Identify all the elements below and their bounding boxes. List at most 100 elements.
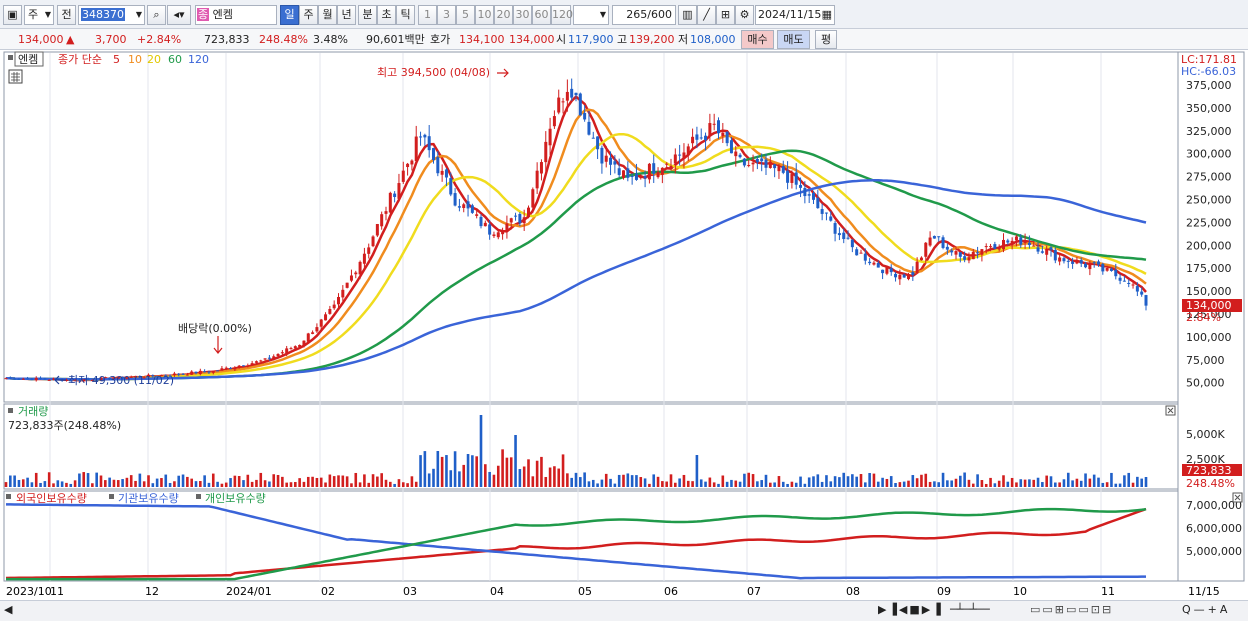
period-year[interactable]: 년 xyxy=(337,5,356,25)
stock-chart-svg[interactable]: 엔켐 종가 단순 5 10 20 60 120 최고 394,500 (04/0… xyxy=(0,50,1248,600)
chart-scrollbar[interactable]: ◀ ▶▐◀■▶▐ ─┴─┴── ▭▭⊞▭▭⊡⊟ Q—+A xyxy=(0,600,1248,621)
volume-bar xyxy=(794,482,798,487)
candle-body xyxy=(820,209,824,214)
volume-bar xyxy=(216,481,219,487)
period-minute[interactable]: 분 xyxy=(358,5,377,25)
gear-icon[interactable]: ⚙ xyxy=(735,5,754,25)
candle-body xyxy=(777,166,781,172)
scroll-left-icon[interactable]: ◀ xyxy=(4,603,13,616)
zoom-slider-icon[interactable]: ─┴─┴── xyxy=(950,603,990,616)
individual-holdings-label: 개인보유수량 xyxy=(205,492,266,505)
playback-controls-icon[interactable]: ▶▐◀■▶▐ xyxy=(878,603,943,616)
custom-period-select[interactable]: ▼ xyxy=(573,5,609,25)
candle-body xyxy=(147,374,150,377)
volume-bar xyxy=(1006,481,1010,487)
candle-body xyxy=(419,136,423,138)
code-input[interactable]: 348370 ▼ xyxy=(78,5,145,25)
window-icon[interactable]: ▣ xyxy=(3,5,22,25)
volume-bar xyxy=(203,475,206,487)
count-total: /600 xyxy=(647,8,672,21)
buy-button[interactable]: 매수 xyxy=(741,30,774,49)
panel-marker-icon xyxy=(196,494,201,499)
minute-3[interactable]: 3 xyxy=(437,5,456,25)
minute-120[interactable]: 120 xyxy=(551,5,573,25)
candle-body xyxy=(129,376,133,378)
minute-10[interactable]: 10 xyxy=(475,5,494,25)
candle-body xyxy=(358,261,362,275)
price-tick-label: 250,000 xyxy=(1186,194,1232,207)
volume-bar xyxy=(609,478,612,487)
volume-bar xyxy=(600,479,604,487)
minute-60[interactable]: 60 xyxy=(532,5,551,25)
volume-bar xyxy=(4,482,8,487)
volume-bar xyxy=(907,480,910,487)
candle-settings-icon[interactable]: ▥ xyxy=(678,5,697,25)
volume-bar xyxy=(712,482,716,487)
price-tick-label: 175,000 xyxy=(1186,262,1232,275)
volume-bar xyxy=(1045,475,1048,487)
volume-bar xyxy=(747,472,751,487)
volume-bar xyxy=(466,454,470,487)
period-day[interactable]: 일 xyxy=(280,5,299,25)
last-price-box xyxy=(1182,299,1242,312)
candle-body xyxy=(1079,260,1083,264)
period-tick[interactable]: 틱 xyxy=(396,5,415,25)
code-text: 348370 xyxy=(81,8,125,21)
candle-body xyxy=(501,231,505,235)
minute-30[interactable]: 30 xyxy=(513,5,532,25)
candle-body xyxy=(479,216,483,227)
open-label: 시 xyxy=(556,33,567,46)
minute-20[interactable]: 20 xyxy=(494,5,513,25)
price-tick-label: 225,000 xyxy=(1186,216,1232,229)
volume-bar xyxy=(1023,479,1027,487)
candle-body xyxy=(164,375,168,377)
arrow-left-icon xyxy=(54,375,66,385)
volume-bar xyxy=(449,470,453,487)
stock-name-field[interactable]: 종 엔켐 xyxy=(195,5,277,25)
date-input[interactable]: 2024/11/15 ▦ xyxy=(755,5,835,25)
prev-button[interactable]: 전 xyxy=(57,5,76,25)
eval-button[interactable]: 평 xyxy=(815,30,837,49)
period-week[interactable]: 주 xyxy=(299,5,318,25)
ruler-icon[interactable]: ⊞ xyxy=(716,5,735,25)
ma10-label: 10 xyxy=(128,53,142,66)
volume-bar xyxy=(678,478,681,487)
minute-1[interactable]: 1 xyxy=(418,5,437,25)
candle-body xyxy=(652,163,656,174)
candle-body xyxy=(142,377,146,379)
volume-bar xyxy=(980,480,984,487)
volume-bar xyxy=(622,474,625,487)
candle-body xyxy=(725,131,729,144)
period-second[interactable]: 초 xyxy=(377,5,396,25)
market-select[interactable]: 주 ▼ xyxy=(24,5,54,25)
view-tools-icon[interactable]: ▭▭⊞▭▭⊡⊟ xyxy=(1030,603,1114,616)
zoom-controls-icon[interactable]: Q—+A xyxy=(1182,603,1231,616)
candle-body xyxy=(1058,257,1062,262)
x-label-10: 10 xyxy=(1013,585,1027,598)
name-tag: 엔켐 xyxy=(18,53,38,66)
speaker-icon[interactable]: ◂▾ xyxy=(167,5,191,25)
period-month[interactable]: 월 xyxy=(318,5,337,25)
volume-bar xyxy=(177,475,181,487)
candle-body xyxy=(570,88,574,98)
candle-body xyxy=(1002,239,1005,250)
candle-body xyxy=(531,189,535,208)
volume-bar xyxy=(371,474,375,487)
volume-bar xyxy=(319,477,323,487)
draw-tool-icon[interactable]: ╱ xyxy=(697,5,716,25)
search-icon[interactable]: ⌕ xyxy=(147,5,166,25)
minute-5[interactable]: 5 xyxy=(456,5,475,25)
ma20-label: 20 xyxy=(147,53,161,66)
arrow-down-icon xyxy=(213,336,223,354)
volume-bar xyxy=(695,455,699,487)
candle-body xyxy=(69,380,73,382)
candle-body xyxy=(116,376,120,379)
volume-bar xyxy=(47,472,51,487)
volume-bar xyxy=(807,477,811,487)
sell-button[interactable]: 매도 xyxy=(777,30,810,49)
chart-area[interactable]: 엔켐 종가 단순 5 10 20 60 120 최고 394,500 (04/0… xyxy=(0,50,1248,600)
low-label: 저 xyxy=(678,33,689,46)
candle-body xyxy=(622,170,625,178)
count-input[interactable]: 265/600 xyxy=(612,5,676,25)
table-icon[interactable] xyxy=(8,69,23,84)
